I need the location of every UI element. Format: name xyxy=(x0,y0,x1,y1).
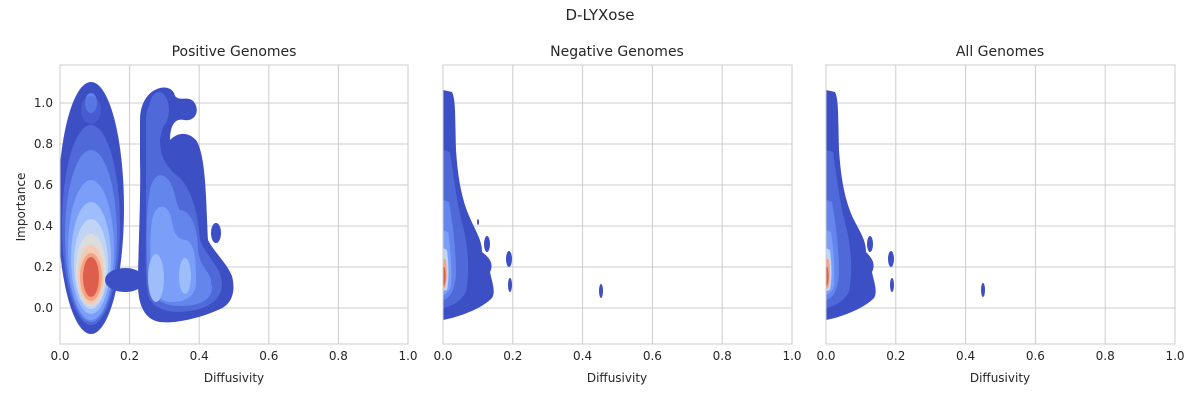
panel-negative-xticks: 0.0 0.2 0.4 0.6 0.8 1.0 xyxy=(433,349,801,363)
x-tick-label: 0.4 xyxy=(956,349,975,363)
panel-negative-genomes: 0.0 0.2 0.4 0.6 0.8 1.0 Negative Genomes… xyxy=(433,44,801,385)
kde-contour-level10 xyxy=(83,257,99,297)
x-tick-label: 0.6 xyxy=(643,349,662,363)
y-tick-label: 0.4 xyxy=(34,219,53,233)
panel-positive-yticks: 0.0 0.2 0.4 0.6 0.8 1.0 xyxy=(34,96,53,315)
kde-contour-level1 xyxy=(867,236,873,252)
x-tick-label: 1.0 xyxy=(782,349,801,363)
x-tick-label: 0.6 xyxy=(1026,349,1045,363)
y-tick-label: 1.0 xyxy=(34,96,53,110)
panel-negative-gridlines xyxy=(443,65,792,344)
panel-all-gridlines xyxy=(826,65,1175,344)
x-tick-label: 0.2 xyxy=(120,349,139,363)
y-tick-label: 0.0 xyxy=(34,301,53,315)
x-tick-label: 0.8 xyxy=(1096,349,1115,363)
y-tick-label: 0.6 xyxy=(34,178,53,192)
y-tick-label: 0.8 xyxy=(34,137,53,151)
panel-all-frame xyxy=(825,64,1176,345)
panel-positive-frame xyxy=(59,64,409,345)
kde-contour-level1 xyxy=(105,268,145,292)
panel-positive-genomes: 0.0 0.2 0.4 0.6 0.8 1.0 0.0 0.2 0.4 0.6 … xyxy=(14,44,418,385)
kde-contour-level1 xyxy=(508,278,512,292)
panel-negative-title: Negative Genomes xyxy=(550,44,684,60)
panel-all-density-contours xyxy=(826,90,985,320)
x-tick-label: 0.8 xyxy=(713,349,732,363)
panel-negative-frame xyxy=(442,64,793,345)
kde-contour-level1 xyxy=(599,284,603,298)
kde-contour-level1 xyxy=(484,236,490,252)
x-tick-label: 0.8 xyxy=(329,349,348,363)
panel-positive-title: Positive Genomes xyxy=(172,44,297,60)
panel-positive-xticks: 0.0 0.2 0.4 0.6 0.8 1.0 xyxy=(50,349,417,363)
kde-contour-level1 xyxy=(890,278,894,292)
kde-contour-level1 xyxy=(981,283,985,297)
x-tick-label: 1.0 xyxy=(398,349,417,363)
kde-contour-level2 xyxy=(149,92,169,128)
panel-positive-density-contours xyxy=(60,82,234,334)
x-tick-label: 0.4 xyxy=(190,349,209,363)
kde-contour-level1 xyxy=(81,96,101,124)
figure-title: D-LYXose xyxy=(565,6,635,24)
panel-all-genomes: 0.0 0.2 0.4 0.6 0.8 1.0 All Genomes Diff… xyxy=(816,44,1184,385)
panel-all-xticks: 0.0 0.2 0.4 0.6 0.8 1.0 xyxy=(816,349,1184,363)
kde-contour-level2 xyxy=(211,274,219,290)
y-axis-label: Importance xyxy=(14,173,28,242)
kde-contour-level10 xyxy=(443,266,446,286)
kde-contour-level1 xyxy=(211,223,221,243)
y-tick-label: 0.2 xyxy=(34,260,53,274)
x-tick-label: 0.2 xyxy=(886,349,905,363)
panel-positive-xlabel: Diffusivity xyxy=(204,371,264,385)
kde-contour-level1 xyxy=(506,251,512,267)
x-tick-label: 1.0 xyxy=(1165,349,1184,363)
kde-contour-level5 xyxy=(148,254,164,302)
panel-negative-xlabel: Diffusivity xyxy=(587,371,647,385)
x-tick-label: 0.0 xyxy=(433,349,452,363)
panel-all-title: All Genomes xyxy=(956,44,1044,60)
panel-all-xlabel: Diffusivity xyxy=(970,371,1030,385)
kde-contour-level1 xyxy=(477,219,479,225)
x-tick-label: 0.4 xyxy=(573,349,592,363)
kde-contour-level1 xyxy=(888,251,894,267)
x-tick-label: 0.0 xyxy=(50,349,69,363)
x-tick-label: 0.0 xyxy=(816,349,835,363)
kde-contour-level10 xyxy=(826,266,829,286)
panel-negative-density-contours xyxy=(443,90,603,320)
x-tick-label: 0.2 xyxy=(503,349,522,363)
kde-contour-level5 xyxy=(179,258,191,294)
x-tick-label: 0.6 xyxy=(259,349,278,363)
